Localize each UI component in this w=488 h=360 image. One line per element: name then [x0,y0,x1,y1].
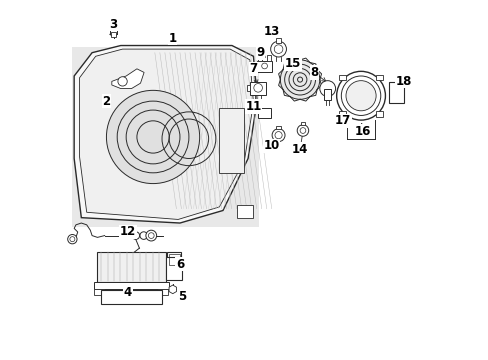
Circle shape [271,129,285,141]
Bar [324,89,330,100]
Bar [94,282,169,289]
Text: 1: 1 [168,32,177,45]
Bar [219,108,244,173]
Text: 15: 15 [284,57,301,70]
Polygon shape [72,47,258,226]
Text: 11: 11 [245,100,261,113]
Circle shape [118,77,127,86]
Bar [375,75,382,80]
Polygon shape [80,49,253,220]
Circle shape [270,41,286,57]
Bar [339,111,346,117]
Text: 7: 7 [249,62,257,75]
Bar [258,108,271,118]
Text: 8: 8 [310,66,318,79]
Polygon shape [112,69,144,89]
Polygon shape [169,285,176,294]
Circle shape [297,125,308,136]
Circle shape [106,90,199,184]
Text: 13: 13 [263,25,279,38]
Bar [247,85,250,91]
Bar [388,82,403,103]
Bar [339,75,346,80]
Text: 17: 17 [334,114,350,127]
Circle shape [346,81,375,111]
Circle shape [319,81,335,96]
Text: 10: 10 [263,139,279,152]
Bar [158,289,168,295]
Bar [165,257,182,280]
Bar [276,126,280,130]
Text: 5: 5 [177,290,185,303]
Bar [237,205,253,218]
Bar [94,289,104,295]
Circle shape [67,234,77,244]
Text: 18: 18 [395,75,411,88]
Bar [111,32,116,37]
Text: 6: 6 [176,258,183,271]
Polygon shape [74,45,257,223]
Bar [301,122,304,126]
Bar [375,111,382,117]
Circle shape [280,60,319,99]
Text: 9: 9 [256,46,264,59]
Bar [266,55,270,61]
Text: 4: 4 [123,287,132,300]
Bar [168,254,179,265]
Bar [97,252,165,282]
Text: 3: 3 [109,18,118,31]
Bar [101,290,162,304]
Bar [256,61,272,72]
Bar [275,38,281,42]
Bar [250,82,265,95]
Text: 2: 2 [102,95,110,108]
Text: 14: 14 [291,143,307,156]
Text: 12: 12 [120,225,136,238]
Bar [258,55,262,61]
Circle shape [145,230,156,241]
Bar [167,252,181,266]
Text: 16: 16 [354,125,370,138]
